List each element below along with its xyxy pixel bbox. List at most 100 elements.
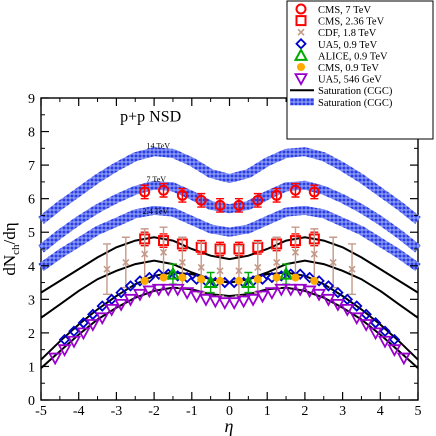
data-point: [294, 268, 306, 280]
data-point: [140, 276, 149, 285]
data-point: [329, 258, 337, 266]
annotation-label: 7 TeV: [147, 175, 167, 184]
x-tick-label: 1: [264, 404, 271, 419]
x-axis-label: η: [225, 416, 234, 436]
data-point: [139, 186, 151, 198]
data-point: [274, 283, 289, 297]
data-point: [264, 287, 279, 300]
data-point: [123, 293, 138, 307]
data-point: [241, 274, 256, 289]
y-tick-label: 3: [28, 293, 35, 308]
data-point: [236, 295, 251, 309]
data-point: [180, 287, 195, 300]
cgc-band-1: [38, 180, 421, 253]
data-point: [85, 319, 100, 332]
data-point: [340, 303, 355, 317]
data-point: [379, 325, 391, 337]
data-point: [310, 276, 319, 285]
legend-marker: [296, 62, 306, 72]
legend-label: UA5, 546 GeV: [318, 75, 382, 86]
data-point: [341, 293, 354, 306]
y-axis-label: dNch/dη: [0, 222, 22, 275]
data-point: [203, 274, 218, 289]
legend-label: Saturation (CGC): [318, 98, 393, 109]
band-layer: [38, 147, 421, 272]
data-point: [176, 189, 188, 201]
data-point: [321, 293, 336, 307]
legend-label: ALICE, 0.9 TeV: [318, 51, 388, 62]
data-point: [216, 267, 224, 275]
data-point: [322, 280, 335, 292]
legend-marker: [293, 47, 309, 61]
legend-marker: [297, 28, 305, 36]
data-point: [159, 273, 168, 282]
y-tick-label: 5: [28, 226, 35, 241]
x-tick-label: -1: [186, 404, 198, 419]
marker-layer: [48, 182, 411, 366]
data-point: [308, 186, 320, 198]
data-point: [332, 286, 344, 299]
data-point: [170, 283, 185, 297]
data-point: [234, 276, 243, 285]
x-tick-label: -2: [148, 404, 160, 419]
data-point: [272, 273, 281, 282]
y-tick-label: 6: [28, 193, 35, 208]
curve-layer: [40, 236, 419, 369]
data-point: [141, 250, 149, 258]
legend-label: CDF, 1.8 TeV: [318, 28, 377, 39]
legend-label: CMS, 7 TeV: [318, 5, 371, 16]
data-point: [153, 268, 165, 280]
data-point: [246, 293, 261, 307]
data-point: [348, 265, 356, 273]
legend-label: Saturation (CGC): [318, 86, 393, 97]
data-point: [368, 327, 383, 341]
x-tick-label: -4: [73, 404, 85, 419]
y-tick-label: 0: [28, 394, 35, 409]
data-point: [271, 189, 283, 201]
data-point: [197, 275, 206, 284]
y-axis-label-sub: ch: [10, 244, 22, 255]
y-tick-label: 4: [28, 260, 35, 275]
data-point: [48, 352, 63, 366]
data-point: [68, 325, 80, 337]
data-point: [208, 295, 223, 309]
legend-marker: [295, 3, 307, 15]
data-point: [105, 293, 118, 306]
data-point: [76, 327, 91, 341]
data-point: [161, 283, 176, 297]
data-point: [178, 258, 186, 266]
data-point: [114, 298, 129, 312]
data-point: [289, 184, 301, 196]
data-point: [165, 266, 181, 280]
data-point: [359, 319, 374, 332]
data-point: [58, 333, 71, 346]
x-tick-label: -5: [35, 404, 47, 419]
data-point: [254, 263, 262, 272]
x-tick-label: 0: [226, 404, 233, 419]
plot-frame: [40, 97, 419, 401]
annotation-label: 2.4 TeV: [143, 207, 169, 216]
data-point: [252, 194, 264, 206]
data-point: [158, 184, 170, 196]
data-point: [95, 312, 110, 326]
data-point: [349, 312, 364, 326]
data-point: [197, 263, 205, 272]
legend-label: UA5, 0.9 TeV: [318, 40, 378, 51]
data-point: [198, 293, 213, 307]
legend-marker: [293, 73, 309, 86]
x-tick-label: 3: [339, 404, 346, 419]
data-point: [132, 288, 147, 302]
data-point: [104, 303, 119, 317]
cgc-line-0: [40, 236, 419, 294]
data-point: [233, 199, 245, 211]
data-point: [178, 273, 187, 282]
data-point: [151, 283, 166, 297]
data-point: [227, 297, 242, 311]
data-point: [291, 248, 300, 256]
x-tick-label: 4: [377, 404, 384, 419]
annotation-label: 14 TeV: [147, 141, 171, 150]
data-point: [303, 271, 316, 284]
data-point: [278, 266, 294, 280]
